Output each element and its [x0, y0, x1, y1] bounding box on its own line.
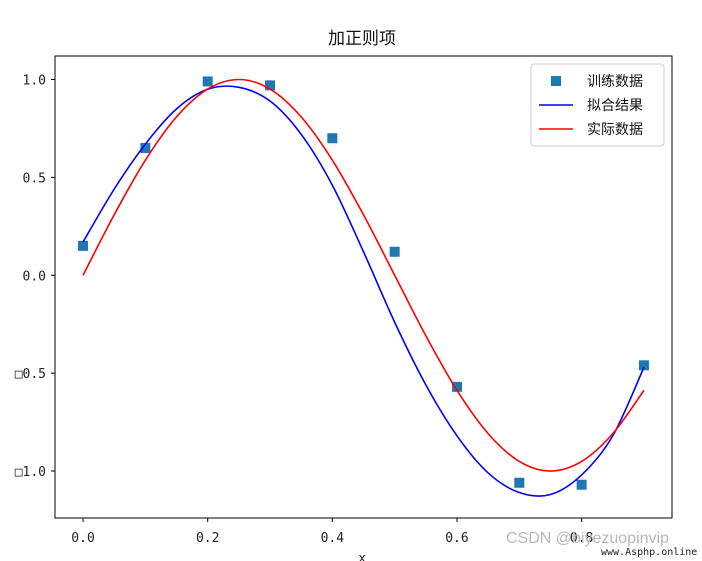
x-tick-label: 0.4	[321, 531, 345, 546]
site-badge: www.Asphp.online	[598, 547, 701, 558]
y-tick-label: 1.0	[23, 73, 46, 88]
watermark: CSDN @biyezuopinvip	[506, 530, 669, 547]
training-data-point	[327, 133, 338, 144]
y-tick-label: □0.5	[15, 367, 46, 382]
training-data-point	[514, 477, 525, 488]
x-tick-label: 0.8	[570, 531, 593, 546]
y-tick-label: 0.0	[23, 269, 46, 284]
actual-data-line	[82, 78, 645, 472]
training-data-point	[140, 143, 151, 154]
x-tick-label: 0.6	[445, 531, 468, 546]
y-tick-label: □1.0	[15, 465, 46, 480]
legend-marker	[551, 76, 561, 86]
axes-frame	[54, 55, 673, 519]
training-data-point	[202, 76, 213, 87]
training-data-point	[389, 246, 400, 257]
legend-label: 拟合结果	[587, 98, 643, 114]
training-data-point	[576, 479, 587, 490]
axis-ticks: 0.0 0.2 0.4 0.6 0.8 1.0 0.5 0.0 □0.5 □1.0	[15, 73, 594, 546]
chart-title: 加正则项	[328, 29, 396, 49]
x-axis-label: x	[358, 551, 365, 561]
y-tick-label: 0.5	[23, 171, 46, 186]
legend-label: 实际数据	[587, 122, 643, 138]
plot-area	[78, 76, 649, 497]
x-tick-label: 0.2	[196, 531, 219, 546]
training-data-point	[265, 80, 276, 91]
training-data-point	[78, 240, 89, 251]
fit-result-line	[82, 85, 645, 497]
legend-label: 训练数据	[587, 74, 643, 90]
x-tick-label: 0.0	[71, 531, 94, 546]
training-data-point	[451, 381, 462, 392]
training-data-point	[638, 360, 649, 371]
legend-box	[530, 63, 665, 147]
